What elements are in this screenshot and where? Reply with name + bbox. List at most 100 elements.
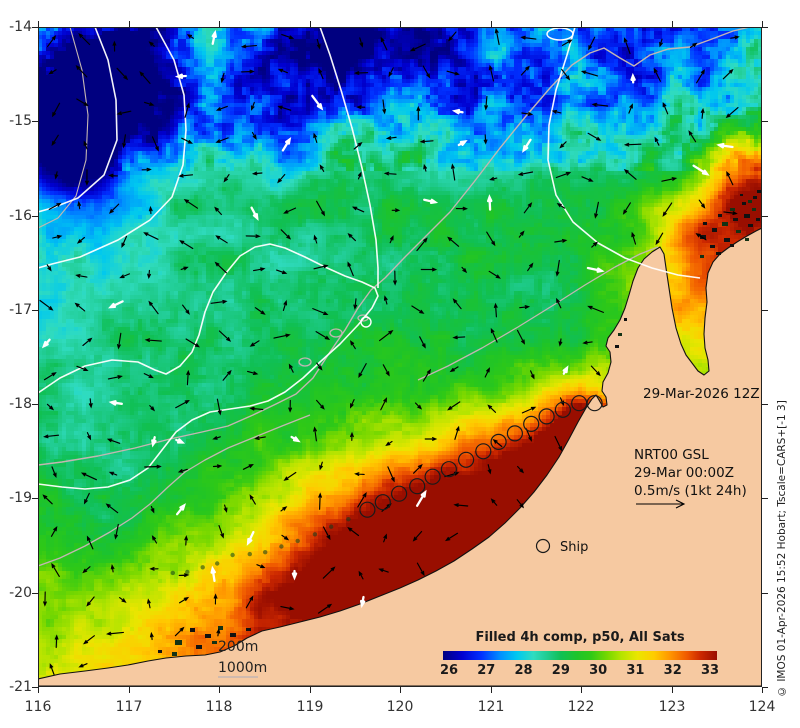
current-arrow bbox=[182, 304, 190, 315]
current-arrow bbox=[350, 431, 354, 441]
current-arrow bbox=[590, 365, 601, 377]
current-arrow bbox=[48, 69, 57, 75]
current-arrow bbox=[108, 203, 120, 214]
current-arrow bbox=[280, 606, 295, 611]
ship-track-dot bbox=[200, 565, 205, 570]
current-arrow bbox=[452, 335, 466, 340]
current-arrow bbox=[43, 591, 47, 607]
colorbar-tick-label: 33 bbox=[700, 663, 720, 678]
current-arrow bbox=[487, 404, 497, 413]
current-arrow bbox=[245, 234, 261, 239]
current-arrow bbox=[622, 202, 631, 215]
colorbar-tick-label: 32 bbox=[663, 663, 682, 678]
ship-track-circle bbox=[523, 415, 540, 432]
current-arrow bbox=[488, 64, 495, 82]
ship-track-circle bbox=[554, 401, 572, 418]
current-arrow bbox=[551, 109, 562, 114]
current-arrow bbox=[380, 397, 388, 411]
island bbox=[757, 190, 761, 193]
current-arrow bbox=[382, 99, 387, 115]
current-arrow bbox=[347, 261, 354, 277]
lon-tick-label: 122 bbox=[567, 699, 595, 715]
current-arrow bbox=[107, 375, 123, 380]
current-arrow bbox=[316, 200, 326, 217]
ssh-contour-eddy bbox=[360, 316, 372, 328]
current-arrow bbox=[86, 432, 92, 441]
ship-track-circle bbox=[490, 433, 507, 450]
current-arrow bbox=[484, 95, 488, 111]
current-arrow bbox=[253, 267, 266, 272]
island bbox=[745, 238, 749, 241]
island bbox=[736, 230, 741, 233]
current-arrow bbox=[518, 230, 525, 238]
axis-tick bbox=[762, 216, 768, 217]
current-arrow bbox=[39, 299, 54, 311]
current-arrow bbox=[141, 167, 152, 172]
current-arrow bbox=[215, 235, 228, 244]
axis-tick bbox=[762, 687, 763, 693]
current-arrow bbox=[82, 566, 91, 574]
current-arrow bbox=[52, 102, 61, 118]
island bbox=[730, 208, 735, 211]
current-arrow bbox=[48, 202, 62, 210]
plot-border bbox=[38, 27, 762, 687]
current-arrow bbox=[353, 298, 358, 310]
current-arrow bbox=[457, 140, 468, 147]
island bbox=[246, 628, 251, 631]
current-arrow bbox=[218, 330, 232, 342]
current-arrow bbox=[212, 464, 223, 469]
current-arrow bbox=[245, 595, 254, 609]
current-arrow bbox=[54, 634, 59, 649]
current-arrow bbox=[423, 163, 427, 172]
current-arrow bbox=[210, 565, 216, 583]
current-arrow bbox=[312, 308, 329, 315]
current-arrow bbox=[556, 297, 562, 309]
ship-track-circle bbox=[475, 443, 492, 460]
current-arrow bbox=[416, 237, 428, 252]
island bbox=[615, 345, 619, 348]
current-arrow bbox=[241, 69, 255, 74]
current-arrow bbox=[43, 434, 60, 439]
island bbox=[752, 208, 756, 211]
current-arrow bbox=[85, 169, 89, 186]
current-arrow bbox=[86, 596, 95, 607]
current-arrow bbox=[319, 461, 323, 471]
current-arrow bbox=[175, 400, 190, 409]
current-arrow bbox=[488, 270, 501, 279]
island bbox=[742, 202, 746, 205]
current-arrow bbox=[521, 112, 534, 116]
current-arrow bbox=[558, 338, 563, 347]
current-arrow bbox=[147, 598, 151, 609]
current-arrow bbox=[211, 29, 217, 45]
axis-tick bbox=[32, 593, 38, 594]
colorbar-tick-label: 28 bbox=[514, 663, 533, 678]
current-arrow bbox=[530, 370, 535, 380]
current-arrow bbox=[108, 400, 123, 406]
current-arrow bbox=[75, 65, 88, 78]
current-arrow bbox=[725, 107, 739, 119]
current-arrow bbox=[179, 596, 190, 604]
current-arrow bbox=[149, 566, 159, 571]
current-arrow bbox=[83, 140, 88, 150]
current-arrow bbox=[454, 425, 460, 440]
current-arrow bbox=[523, 202, 533, 214]
current-arrow bbox=[119, 273, 130, 279]
island bbox=[756, 218, 760, 221]
current-arrow bbox=[110, 563, 115, 573]
current-arrow bbox=[562, 365, 569, 375]
current-arrow bbox=[52, 234, 63, 239]
current-arrow bbox=[385, 440, 393, 447]
current-arrow bbox=[653, 67, 661, 82]
current-arrow bbox=[461, 266, 468, 274]
current-arrow bbox=[359, 37, 364, 48]
current-arrow bbox=[322, 566, 336, 579]
current-arrow bbox=[393, 270, 397, 286]
current-arrow bbox=[108, 173, 119, 178]
lat-tick-label: -20 bbox=[9, 585, 32, 601]
copyright-text: © IMOS 01-Apr-2026 15:52 Hobart; Tscale=… bbox=[776, 400, 788, 697]
current-arrow bbox=[222, 369, 232, 381]
axis-tick bbox=[672, 687, 673, 693]
current-arrow bbox=[117, 332, 122, 350]
current-arrow bbox=[492, 439, 503, 448]
axis-tick bbox=[491, 687, 492, 693]
